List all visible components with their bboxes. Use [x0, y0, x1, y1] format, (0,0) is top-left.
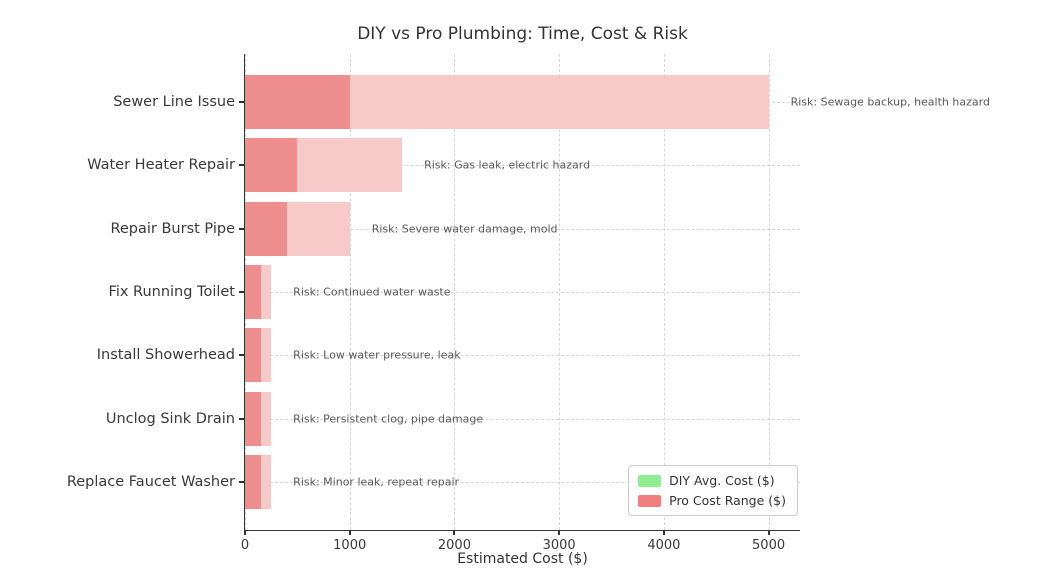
x-tick-label: 3000: [542, 538, 576, 553]
y-axis-spine: [244, 54, 245, 530]
legend: DIY Avg. Cost ($) Pro Cost Range ($): [628, 465, 798, 516]
category-label: Fix Running Toilet: [108, 284, 235, 300]
x-tick-label: 4000: [647, 538, 681, 553]
y-gridline: [245, 228, 800, 230]
pro-cost-min-bar: [245, 74, 350, 129]
x-tick-label: 0: [240, 538, 250, 553]
x-tick-mark: [348, 530, 351, 535]
x-tick-label: 1000: [333, 538, 367, 553]
y-tick-mark: [239, 291, 244, 293]
y-tick-mark: [239, 481, 244, 484]
pro-cost-min-bar: [245, 328, 261, 383]
risk-annotation: Risk: Persistent clog, pipe damage: [293, 412, 484, 426]
risk-annotation: Risk: Severe water damage, mold: [371, 222, 558, 236]
category-label: Water Heater Repair: [87, 157, 235, 174]
risk-annotation: Risk: Gas leak, electric hazard: [424, 158, 591, 172]
chart-title: DIY vs Pro Plumbing: Time, Cost & Risk: [357, 24, 688, 44]
x-axis-spine: [244, 530, 800, 531]
legend-swatch: [638, 474, 662, 487]
category-label: Sewer Line Issue: [113, 93, 235, 110]
pro-cost-min-bar: [245, 455, 261, 510]
x-tick-mark: [767, 530, 770, 535]
x-axis-label: Estimated Cost ($): [457, 551, 588, 567]
y-tick-mark: [239, 227, 244, 230]
plot-area: Risk: Sewage backup, health hazard Risk: …: [244, 54, 990, 531]
x-tick-mark: [662, 530, 665, 535]
pro-cost-min-bar: [245, 265, 261, 319]
category-label: Replace Faucet Washer: [66, 474, 235, 491]
y-tick-mark: [239, 164, 244, 167]
legend-label: DIY Avg. Cost ($): [669, 473, 775, 488]
risk-annotation: Risk: Minor leak, repeat repair: [293, 475, 460, 489]
pro-cost-min-bar: [245, 391, 261, 446]
y-gridline: [245, 482, 800, 484]
risk-annotation: Risk: Continued water waste: [293, 285, 451, 299]
x-tick-mark: [558, 530, 561, 535]
pro-cost-min-bar: [245, 201, 287, 256]
y-gridline: [245, 292, 800, 293]
y-tick-mark: [239, 417, 244, 420]
legend-entry: Pro Cost Range ($): [638, 493, 786, 508]
y-tick-mark: [239, 354, 244, 357]
x-tick-mark: [453, 530, 456, 535]
category-label: Repair Burst Pipe: [110, 220, 235, 237]
legend-label: Pro Cost Range ($): [669, 493, 786, 508]
legend-entry: DIY Avg. Cost ($): [638, 473, 786, 488]
y-gridline: [245, 418, 800, 420]
y-gridline: [245, 355, 800, 357]
legend-swatch: [638, 494, 662, 507]
x-tick-label: 2000: [437, 538, 471, 553]
pro-cost-min-bar: [245, 138, 298, 193]
y-gridline: [245, 165, 800, 167]
x-tick-label: 5000: [752, 538, 786, 553]
y-tick-mark: [239, 100, 244, 103]
category-label: Unclog Sink Drain: [105, 410, 235, 427]
category-label: Install Showerhead: [96, 347, 235, 364]
x-tick-mark: [244, 530, 246, 535]
risk-annotation: Risk: Sewage backup, health hazard: [790, 95, 990, 109]
risk-annotation: Risk: Low water pressure, leak: [293, 348, 461, 362]
